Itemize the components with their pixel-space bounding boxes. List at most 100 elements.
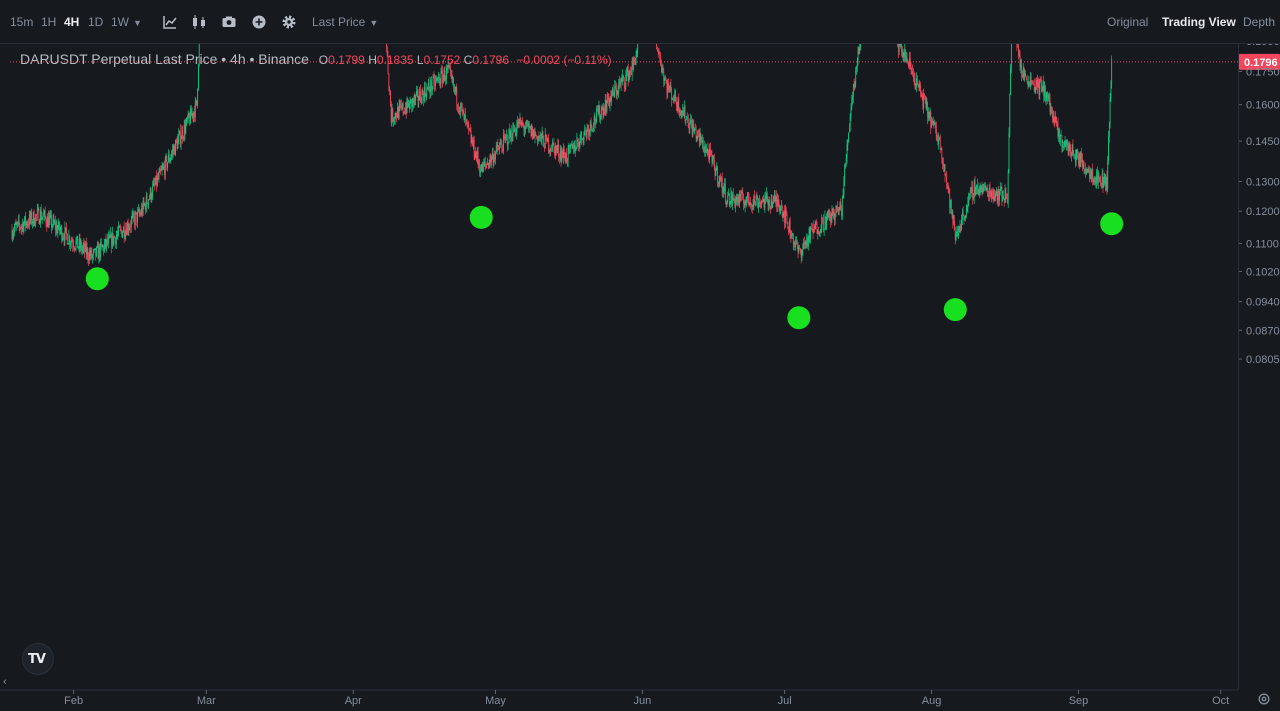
candle [588, 124, 590, 140]
candle-body [505, 135, 507, 139]
candle [42, 216, 44, 224]
candle [1100, 175, 1102, 187]
candle [393, 117, 394, 127]
candle [945, 173, 947, 177]
candle-body [1091, 169, 1093, 179]
plus-circle-icon[interactable] [251, 14, 267, 30]
candle-body [899, 44, 901, 47]
candle-body [517, 121, 518, 127]
y-tick-label: 0.0805 [1246, 354, 1280, 366]
candle [40, 204, 42, 221]
candle [754, 190, 755, 206]
candle [771, 194, 773, 209]
candle [471, 134, 473, 144]
candle-body [106, 239, 108, 247]
candle-body [111, 233, 112, 248]
tradingview-logo[interactable]: TV [22, 643, 54, 675]
candle [156, 170, 157, 192]
gear-icon[interactable] [281, 14, 297, 30]
line-chart-icon[interactable] [162, 14, 178, 30]
candle [111, 231, 112, 254]
candle [853, 78, 855, 92]
candle [900, 44, 902, 49]
candle-body [762, 200, 763, 202]
candle-body [547, 138, 549, 142]
candle [793, 241, 795, 251]
candle-body [92, 255, 93, 258]
candle-body [1055, 117, 1057, 123]
candle-body [81, 242, 82, 251]
candle [89, 246, 91, 260]
candle [390, 100, 392, 126]
candle [512, 122, 514, 142]
view-original-tab[interactable]: Original [1107, 15, 1149, 29]
candle [840, 198, 842, 211]
candle [13, 223, 15, 237]
candle [1098, 172, 1100, 183]
candle [722, 186, 724, 199]
candle [1050, 103, 1052, 117]
candle-body [405, 107, 406, 114]
scroll-left-icon[interactable]: ‹ [3, 676, 7, 688]
candle [931, 116, 932, 129]
open-key: O [318, 53, 329, 67]
candle [626, 67, 628, 81]
candle [12, 229, 14, 243]
timeframe-1w[interactable]: 1W ▼ [111, 15, 142, 29]
candle-body [751, 204, 752, 207]
candle-body [193, 111, 195, 118]
candle-body [583, 133, 585, 144]
candle-body [675, 90, 676, 102]
candle-body [581, 138, 583, 140]
candle [67, 243, 69, 245]
candle [85, 237, 87, 260]
camera-icon[interactable] [221, 14, 237, 30]
candle [551, 144, 552, 152]
price-type-select[interactable]: Last Price ▼ [312, 15, 378, 29]
candle [62, 232, 63, 242]
candle [774, 190, 776, 204]
candle [543, 135, 545, 148]
candle-body [909, 58, 911, 64]
candle [832, 208, 834, 217]
open-value: 0.1799 [328, 53, 365, 67]
candle [818, 226, 819, 235]
timeframe-15m[interactable]: 15m [10, 15, 34, 29]
candle [150, 187, 152, 203]
price-chart[interactable]: 0.17960.42000.38000.34000.30000.27000.25… [0, 44, 1280, 711]
candle [905, 48, 906, 63]
candle [554, 146, 556, 159]
candle-body [77, 246, 79, 248]
candle [926, 97, 928, 111]
candle-body [555, 146, 556, 156]
view-depth-tab[interactable]: Depth [1243, 15, 1276, 29]
candle-body [17, 222, 18, 225]
candle-body [146, 195, 148, 204]
candle [936, 132, 938, 142]
candle-body [496, 145, 498, 146]
candle [589, 128, 590, 141]
candle [856, 57, 858, 73]
candles-icon[interactable] [191, 14, 207, 30]
candle [823, 228, 825, 237]
candle [982, 184, 984, 195]
candle [727, 191, 729, 205]
candle-body [164, 157, 166, 176]
candle-body [79, 239, 81, 248]
candle-body [998, 189, 1000, 201]
candle [699, 127, 701, 146]
candle-body [405, 107, 407, 113]
candle-body [901, 52, 903, 57]
timeframe-1h[interactable]: 1H [41, 15, 57, 29]
candle-body [177, 139, 179, 149]
candle [843, 175, 845, 199]
timeframe-4h[interactable]: 4H [64, 15, 80, 29]
view-tradingview-tab[interactable]: Trading View [1162, 15, 1236, 29]
candle-body [849, 127, 850, 133]
candle [751, 203, 752, 212]
candle-body [696, 135, 698, 139]
axis-settings-icon[interactable] [1257, 692, 1271, 706]
candles [11, 44, 1113, 266]
timeframe-1d[interactable]: 1D [88, 15, 104, 29]
candle [506, 129, 507, 141]
